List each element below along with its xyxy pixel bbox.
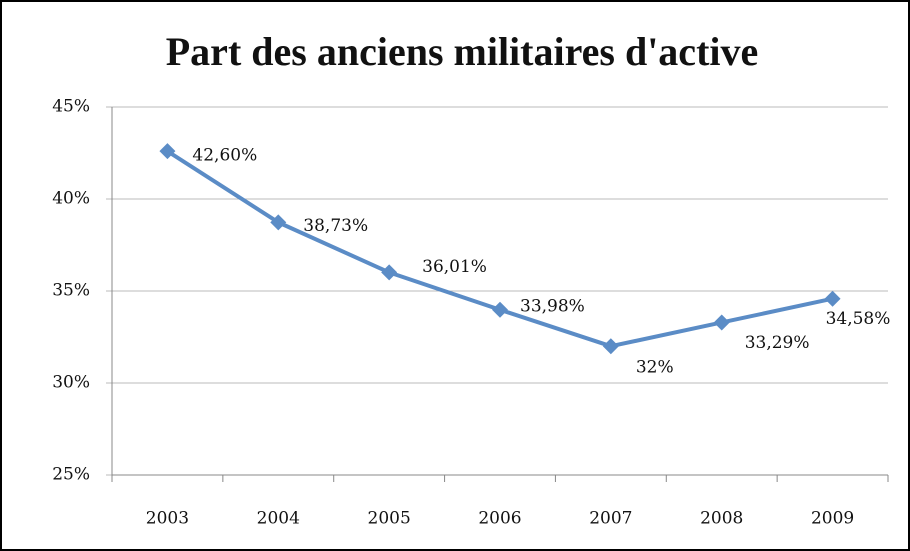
data-label: 34,58% xyxy=(826,309,891,329)
marker xyxy=(824,290,841,307)
data-label: 36,01% xyxy=(422,257,487,277)
chart-title: Part des anciens militaires d'active xyxy=(166,29,759,74)
x-tick-label: 2004 xyxy=(257,509,300,529)
x-tick-label: 2006 xyxy=(478,509,521,529)
y-tick-label: 25% xyxy=(52,465,90,485)
y-tick-label: 30% xyxy=(52,373,90,393)
marker xyxy=(381,264,398,281)
data-label: 33,29% xyxy=(745,333,810,353)
data-label: 32% xyxy=(636,358,674,378)
marker xyxy=(492,301,508,318)
y-tick-label: 40% xyxy=(52,189,90,209)
marker xyxy=(159,143,176,160)
marker xyxy=(602,338,619,355)
x-tick-label: 2008 xyxy=(700,509,743,529)
data-label: 38,73% xyxy=(303,216,368,236)
y-tick-label: 35% xyxy=(52,281,90,301)
marker xyxy=(713,314,730,331)
marker xyxy=(270,214,287,231)
x-tick-label: 2003 xyxy=(146,509,189,529)
y-tick-label: 45% xyxy=(52,97,90,117)
x-tick-label: 2007 xyxy=(589,509,632,529)
x-tick-label: 2009 xyxy=(811,509,854,529)
x-tick-label: 2005 xyxy=(368,509,411,529)
data-label: 42,60% xyxy=(192,146,257,166)
data-label: 33,98% xyxy=(520,296,585,316)
